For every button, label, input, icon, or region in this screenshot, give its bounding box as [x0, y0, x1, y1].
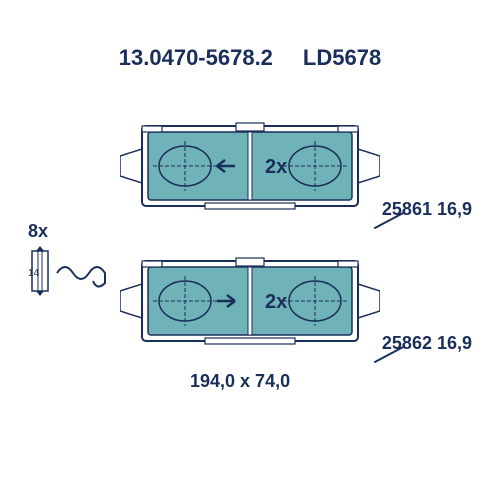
diagram-area: 2x 2x 8x 14 25861 16,9 25862 16,9 194,0 … [0, 71, 500, 471]
clip-icon: 14 [28, 246, 56, 301]
product-code: LD5678 [303, 45, 381, 71]
clip-thickness: 14 [28, 268, 40, 279]
header: 13.0470-5678.2 LD5678 [0, 0, 500, 71]
spring-icon [55, 251, 110, 296]
svg-text:2x: 2x [265, 156, 287, 178]
pad-top-reference: 25861 16,9 [382, 199, 472, 220]
clip-qty-label: 8x [28, 221, 48, 242]
svg-text:2x: 2x [265, 291, 287, 313]
dimensions-label: 194,0 x 74,0 [190, 371, 290, 392]
pad-bottom-reference: 25862 16,9 [382, 333, 472, 354]
brake-pad-bottom: 2x [120, 246, 380, 361]
part-number: 13.0470-5678.2 [119, 45, 273, 71]
brake-pad-top: 2x [120, 111, 380, 226]
